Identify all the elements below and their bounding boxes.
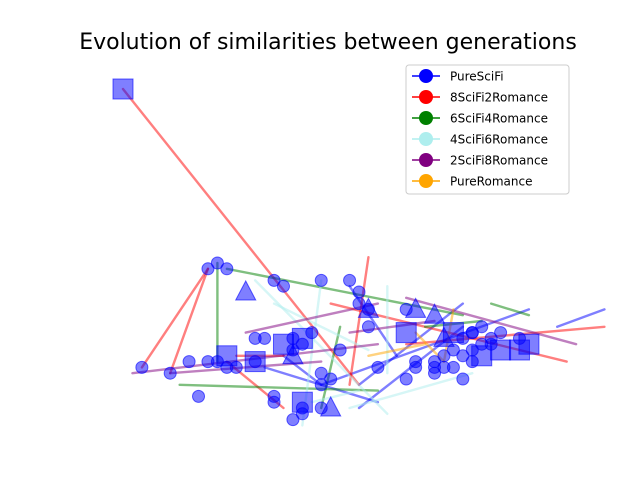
data-point-circle-28 xyxy=(286,343,300,357)
legend-frame xyxy=(405,64,570,195)
data-point-square-0 xyxy=(112,78,134,100)
legend-label: 8SciFi2Romance xyxy=(450,91,548,105)
data-point-circle-10 xyxy=(352,297,366,311)
data-point-circle-29 xyxy=(333,343,347,357)
data-point-circle-65 xyxy=(248,355,262,369)
data-point-circle-71 xyxy=(267,395,281,409)
data-point-circle-56 xyxy=(135,360,149,374)
legend-label: 6SciFi4Romance xyxy=(450,112,548,126)
legend-swatch-marker xyxy=(419,153,433,167)
data-point-circle-31 xyxy=(465,326,479,340)
data-point-triangle-18 xyxy=(433,326,455,347)
data-point-triangle-14 xyxy=(423,303,446,324)
edge-8scifi2romance-0 xyxy=(121,87,361,386)
legend-swatch-marker xyxy=(419,69,433,83)
data-point-circle-8 xyxy=(343,273,357,287)
data-point-circle-79 xyxy=(361,320,375,334)
data-point-circle-32 xyxy=(475,320,489,334)
data-point-circle-41 xyxy=(456,349,470,363)
legend-label: 4SciFi6Romance xyxy=(450,133,548,147)
data-point-circle-3 xyxy=(220,262,234,276)
edge-6scifi4romance-2 xyxy=(178,383,380,392)
data-point-circle-50 xyxy=(465,343,479,357)
data-point-circle-6 xyxy=(276,279,290,293)
edge-4scifi6romance-0 xyxy=(253,279,389,415)
data-point-circle-78 xyxy=(286,413,300,427)
legend-label: PureRomance xyxy=(450,175,532,189)
legend-entry-6scifi4romance: 6SciFi4Romance xyxy=(412,111,548,126)
legend-label: PureSciFi xyxy=(450,70,504,84)
legend-swatch-marker xyxy=(419,90,433,104)
edge-pureromance-2 xyxy=(367,343,427,357)
legend-entries: PureSciFi 8SciFi2Romance 6SciFi4Romance 4Sc… xyxy=(412,69,548,189)
data-point-circle-69 xyxy=(192,389,206,403)
data-point-circle-51 xyxy=(484,337,498,351)
legend-entry-pureromance: PureRomance xyxy=(412,174,532,189)
data-point-circle-30 xyxy=(456,331,470,345)
data-point-circle-72 xyxy=(314,378,328,392)
legend-entry-8scifi2romance: 8SciFi2Romance xyxy=(412,90,548,105)
edge-4scifi6romance-3 xyxy=(272,302,370,352)
data-point-square-39 xyxy=(508,339,530,361)
edge-6scifi4romance-5 xyxy=(489,302,531,317)
edge-4scifi6romance-4 xyxy=(348,372,474,410)
legend-swatch-marker xyxy=(419,132,433,146)
edge-purescifi-6 xyxy=(556,308,606,328)
data-point-circle-12 xyxy=(361,302,375,316)
data-point-circle-25 xyxy=(305,326,319,340)
chart-title: Evolution of similarities between genera… xyxy=(79,30,577,55)
data-point-circle-46 xyxy=(409,360,423,374)
data-point-circle-7 xyxy=(314,273,328,287)
data-point-circle-67 xyxy=(324,372,338,386)
legend-entry-4scifi6romance: 4SciFi6Romance xyxy=(412,132,548,147)
data-point-circle-58 xyxy=(182,355,196,369)
edge-6scifi4romance-1 xyxy=(225,267,465,317)
data-point-circle-1 xyxy=(201,262,215,276)
data-point-circle-2 xyxy=(210,256,224,270)
data-point-circle-63 xyxy=(229,360,243,374)
data-point-circle-57 xyxy=(163,366,177,380)
data-point-circle-52 xyxy=(446,343,460,357)
data-point-circle-9 xyxy=(352,285,366,299)
edge-6scifi4romance-3 xyxy=(320,325,342,410)
data-point-circle-54 xyxy=(399,372,413,386)
data-point-triangle-76 xyxy=(319,395,342,417)
edge-8scifi2romance-2 xyxy=(140,267,210,369)
data-point-square-16 xyxy=(395,322,417,344)
data-point-circle-5 xyxy=(267,273,281,287)
data-point-circle-55 xyxy=(456,372,470,386)
points-layer xyxy=(112,78,540,427)
legend-entry-2scifi8romance: 2SciFi8Romance xyxy=(412,153,548,168)
data-point-circle-21 xyxy=(258,331,272,345)
data-point-circle-15 xyxy=(399,302,413,316)
data-point-triangle-4 xyxy=(234,279,257,301)
legend-label: 2SciFi8Romance xyxy=(450,154,548,168)
data-point-circle-53 xyxy=(428,366,442,380)
edge-8scifi2romance-3 xyxy=(348,256,370,386)
legend: PureSciFi 8SciFi2Romance 6SciFi4Romance 4Sc… xyxy=(405,64,570,195)
edge-4scifi6romance-5 xyxy=(310,389,361,404)
data-point-circle-34 xyxy=(494,326,508,340)
data-point-circle-26 xyxy=(295,337,309,351)
data-point-circle-68 xyxy=(371,360,385,374)
edge-8scifi2romance-1 xyxy=(168,267,210,375)
legend-entry-purescifi: PureSciFi xyxy=(412,69,504,84)
legend-swatch-marker xyxy=(419,111,433,125)
legend-swatch-marker xyxy=(419,174,433,188)
data-point-circle-49 xyxy=(446,360,460,374)
data-point-circle-77 xyxy=(295,407,309,421)
data-point-square-62 xyxy=(216,345,238,367)
